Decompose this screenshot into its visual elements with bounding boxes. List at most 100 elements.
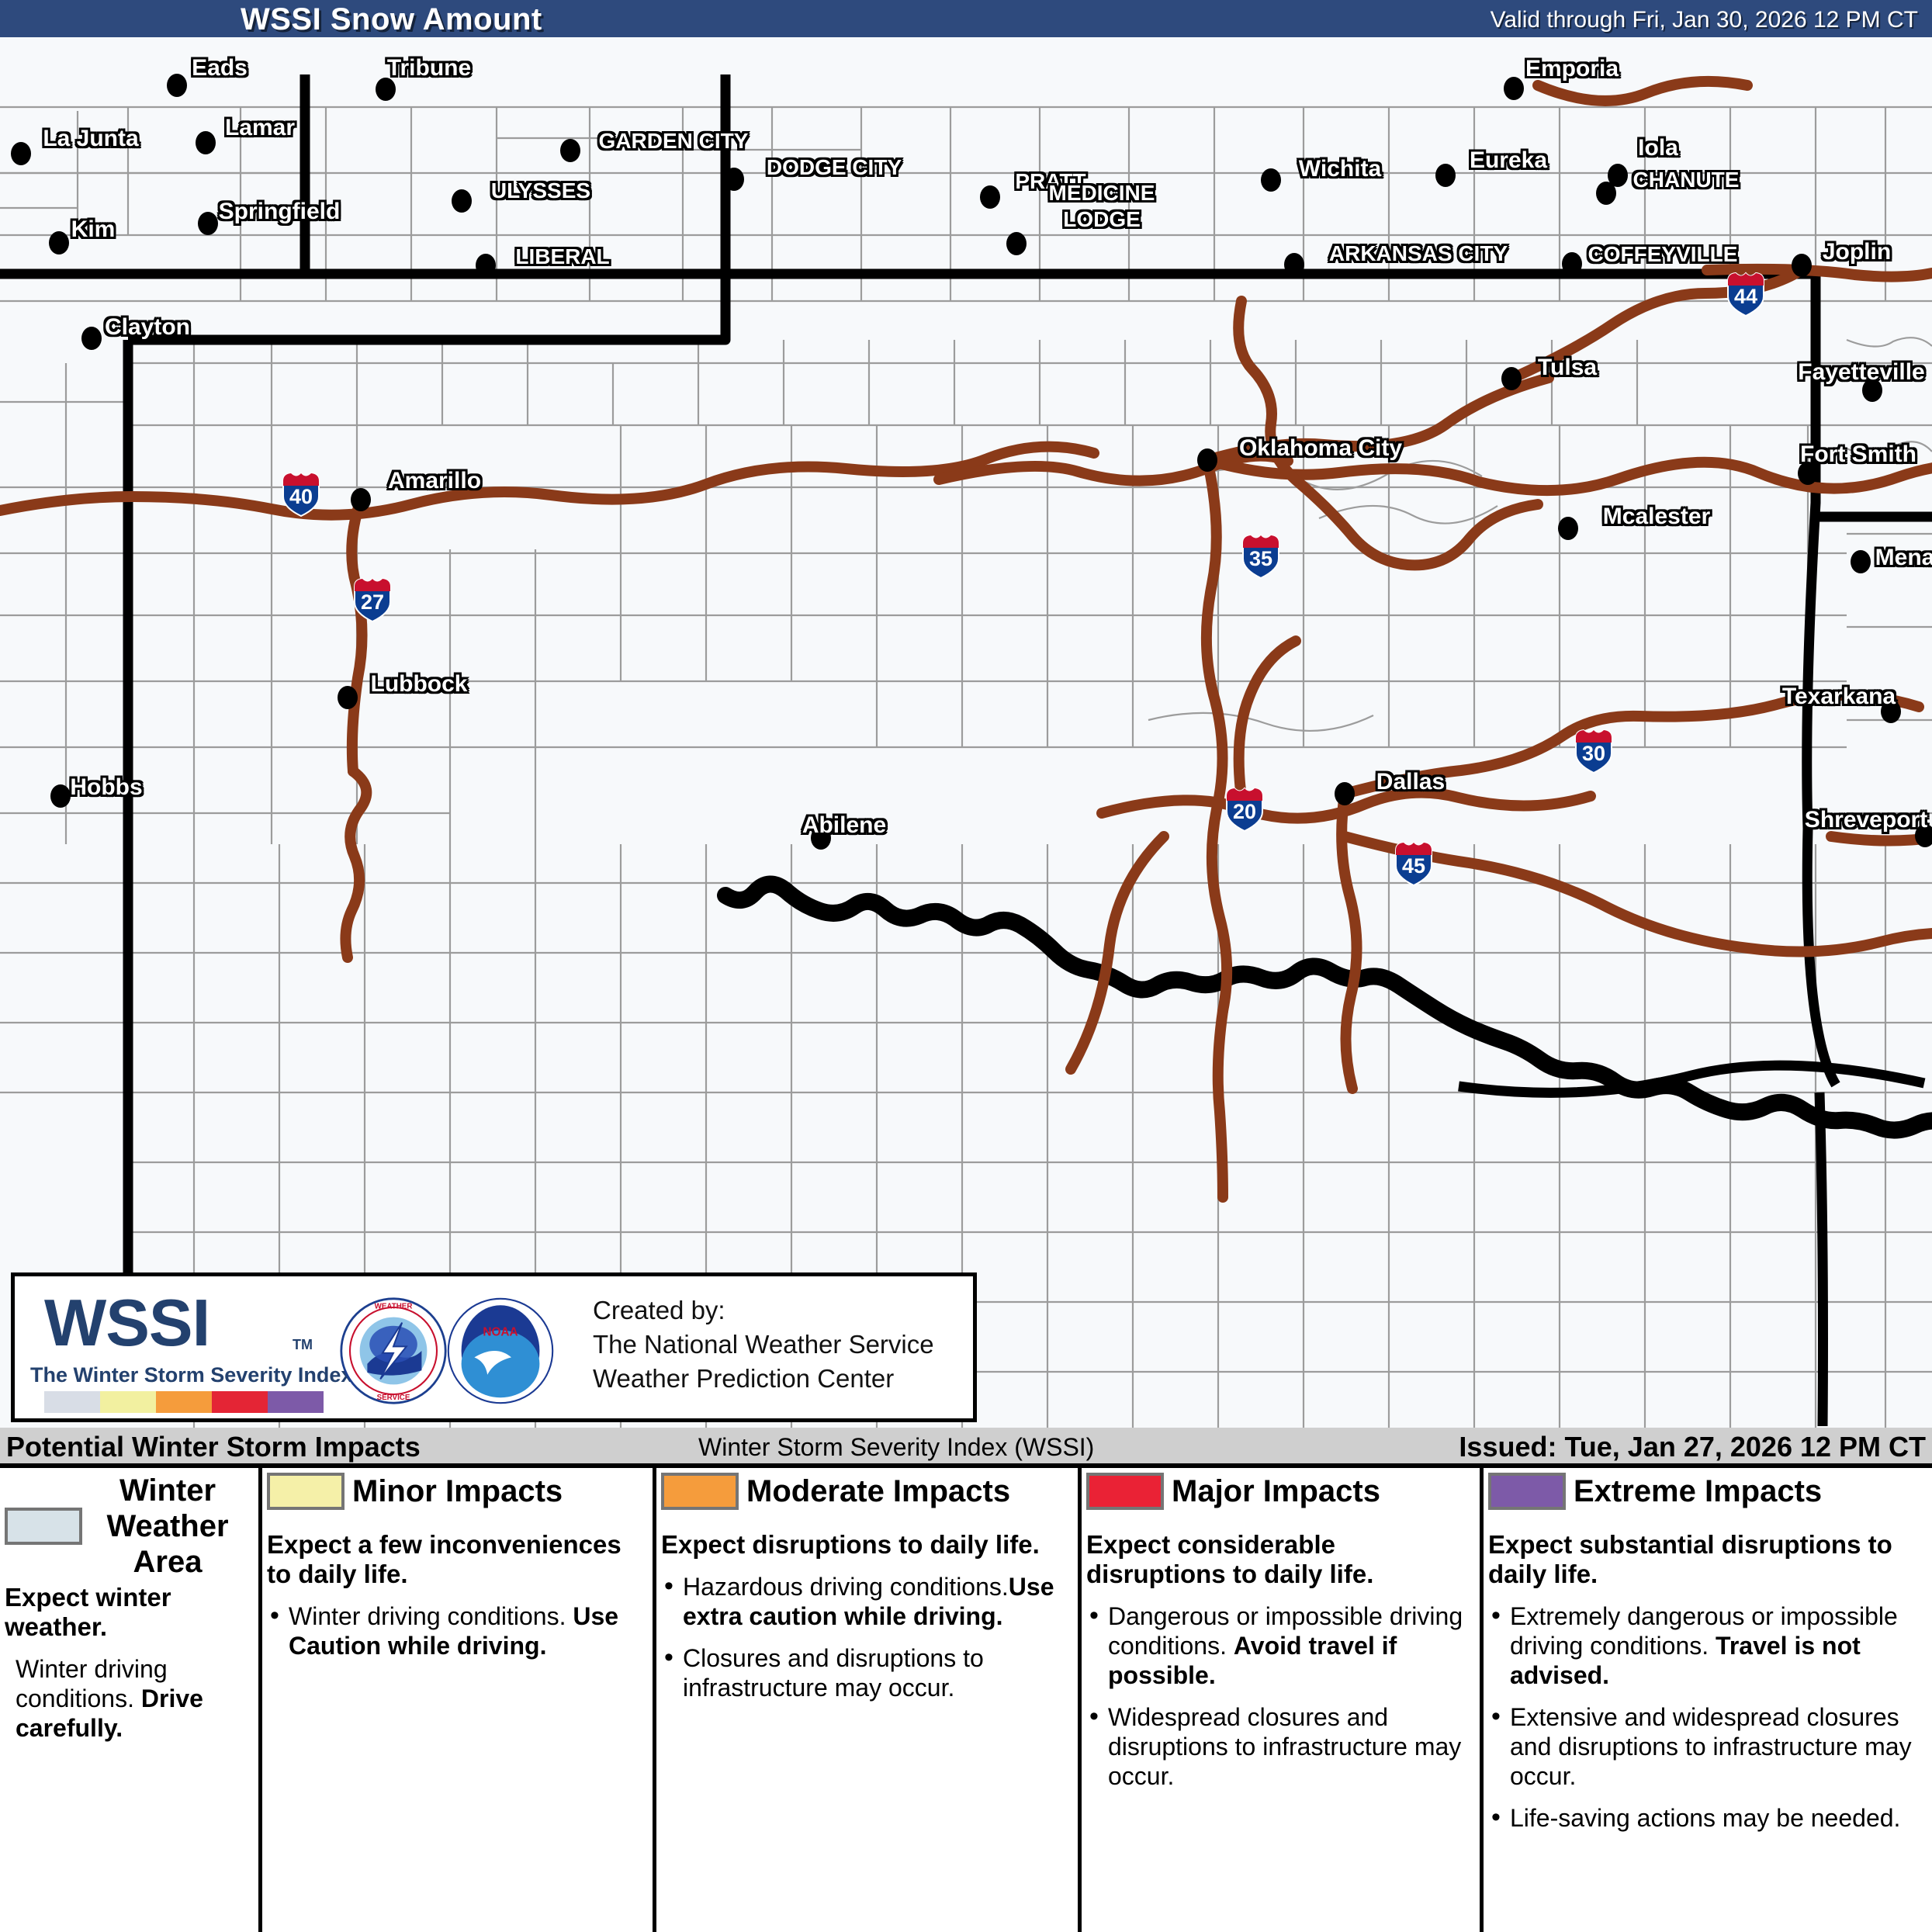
city-label-oklahoma-city: Oklahoma City xyxy=(1238,435,1403,461)
city-dot-arkansas-city xyxy=(1284,253,1304,276)
wssi-scale-swatch-4 xyxy=(268,1391,324,1413)
city-label-liberal: LIBERAL xyxy=(515,244,610,268)
legend-bullet-list: Winter driving conditions. Drive careful… xyxy=(5,1654,252,1743)
city-dot-lamar xyxy=(196,131,216,154)
city-dot-dallas xyxy=(1335,782,1355,805)
winter-weather-area-contour xyxy=(717,875,1932,1139)
interstate-number-label: 40 xyxy=(289,485,313,508)
svg-text:WEATHER: WEATHER xyxy=(375,1302,413,1311)
city-dot-springfield xyxy=(198,212,218,235)
legend-bullet: Widespread closures and disruptions to i… xyxy=(1086,1702,1473,1791)
wssi-scale-swatch-1 xyxy=(100,1391,156,1413)
created-by-org: The National Weather Service xyxy=(593,1330,934,1359)
city-label-medicine-lodge: MEDICINE LODGE xyxy=(1048,181,1155,231)
wssi-acronym: WSSI xyxy=(44,1286,210,1360)
city-dot-ulysses xyxy=(452,189,472,213)
city-label-garden-city: GARDEN CITY xyxy=(598,129,749,153)
city-dot-eureka xyxy=(1435,164,1456,187)
wssi-scale-swatch-2 xyxy=(156,1391,212,1413)
interstate-shield-44-icon: 44 xyxy=(1725,270,1767,317)
impact-legend: Winter Weather Area Expect winter weather… xyxy=(0,1468,1932,1932)
state-boundaries xyxy=(0,74,1932,1427)
city-label-abilene: Abilene xyxy=(802,812,887,838)
interstate-shield-35-icon: 35 xyxy=(1240,532,1282,580)
legend-tagline: Expect disruptions to daily life. xyxy=(661,1530,1040,1559)
legend-title: Moderate Impacts xyxy=(746,1474,1011,1508)
legend-title: Major Impacts xyxy=(1172,1474,1380,1508)
city-label-coffeyville: COFFEYVILLE xyxy=(1587,242,1738,266)
city-label-tulsa: Tulsa xyxy=(1537,355,1598,380)
city-dot-mcalester xyxy=(1558,517,1578,540)
city-dot-abilene xyxy=(811,826,831,850)
wssi-scale-swatch-3 xyxy=(212,1391,268,1413)
city-label-wichita: Wichita xyxy=(1298,156,1382,182)
city-label-mena: Mena xyxy=(1875,545,1932,570)
city-dot-shreveport xyxy=(1915,824,1932,847)
legend-header: Major Impacts xyxy=(1086,1473,1473,1527)
city-dot-kim xyxy=(49,231,69,254)
status-bar-title: Potential Winter Storm Impacts xyxy=(6,1431,421,1463)
legend-bullet-list: Extremely dangerous or impossible drivin… xyxy=(1488,1601,1926,1833)
interstate-shield-45-icon: 45 xyxy=(1393,840,1435,887)
legend-bullet-list: Hazardous driving conditions.Use extra c… xyxy=(661,1571,1072,1702)
city-dot-medicine-lodge xyxy=(1006,232,1027,255)
city-label-eads: Eads xyxy=(192,55,248,81)
created-by-block: Created by: The National Weather Service… xyxy=(593,1293,934,1396)
legend-column-minor-impacts: Minor Impacts Expect a few inconveniences… xyxy=(262,1468,656,1932)
legend-title: Winter Weather Area xyxy=(106,1473,229,1579)
legend-tagline: Expect considerable disruptions to daily… xyxy=(1086,1530,1374,1588)
page-title: WSSI Snow Amount xyxy=(241,2,542,36)
wssi-scale-swatch-0 xyxy=(44,1391,100,1413)
interstate-shield-30-icon: 30 xyxy=(1573,727,1615,774)
highways xyxy=(0,75,1932,1203)
city-dot-oklahoma-city xyxy=(1197,448,1217,472)
status-bar-subtitle: Winter Storm Severity Index (WSSI) xyxy=(698,1433,1095,1461)
city-dot-lubbock xyxy=(338,686,358,709)
legend-title: Extreme Impacts xyxy=(1574,1474,1823,1508)
city-dot-texarkana xyxy=(1881,700,1901,723)
city-dot-garden-city xyxy=(560,139,580,162)
svg-text:SERVICE: SERVICE xyxy=(377,1394,410,1402)
city-dot-joplin xyxy=(1792,254,1812,277)
legend-bullet: Winter driving conditions. Drive careful… xyxy=(16,1655,203,1742)
city-dot-tribune xyxy=(376,78,396,101)
legend-bullet: Closures and disruptions to infrastructu… xyxy=(661,1643,1072,1702)
page-header: WSSI Snow Amount Valid through Fri, Jan … xyxy=(0,0,1932,37)
city-label-ulysses: ULYSSES xyxy=(490,178,591,203)
legend-bullet: Dangerous or impossible driving conditio… xyxy=(1086,1601,1473,1690)
legend-bullet: Extremely dangerous or impossible drivin… xyxy=(1488,1601,1926,1690)
city-label-dallas: Dallas xyxy=(1376,769,1446,795)
city-dot-amarillo xyxy=(351,488,371,511)
city-dot-la-junta xyxy=(11,142,31,165)
interstate-shield-40-icon: 40 xyxy=(280,470,322,518)
city-label-texarkana: Texarkana xyxy=(1781,684,1896,709)
legend-bullet: Extensive and widespread closures and di… xyxy=(1488,1702,1926,1791)
city-label-lamar: Lamar xyxy=(224,115,296,140)
city-label-la-junta: La Junta xyxy=(43,126,139,151)
interstate-shield-27-icon: 27 xyxy=(351,576,393,623)
city-label-dodge-city: DODGE CITY xyxy=(766,155,902,179)
legend-color-swatch xyxy=(1488,1473,1566,1510)
city-label-lubbock: Lubbock xyxy=(370,671,468,697)
legend-tagline: Expect substantial disruptions to daily … xyxy=(1488,1530,1892,1588)
legend-bullet-list: Winter driving conditions. Use Caution w… xyxy=(267,1601,646,1660)
city-label-fort-smith: Fort Smith xyxy=(1800,441,1916,467)
city-dot-clayton xyxy=(81,327,102,350)
city-dot-eads xyxy=(167,74,187,97)
city-label-mcalester: Mcalester xyxy=(1602,504,1711,529)
city-dot-coffeyville xyxy=(1562,252,1582,275)
wssi-subtitle: The Winter Storm Severity Index xyxy=(30,1363,353,1387)
legend-color-swatch xyxy=(267,1473,345,1510)
city-dot-fayetteville xyxy=(1862,379,1882,402)
wssi-logo-panel: WSSI TM The Winter Storm Severity Index … xyxy=(11,1272,977,1422)
trademark-mark: TM xyxy=(293,1337,313,1352)
city-dot-pratt xyxy=(980,185,1000,209)
city-label-eureka: Eureka xyxy=(1469,147,1548,173)
legend-header: Moderate Impacts xyxy=(661,1473,1072,1527)
status-bar: Potential Winter Storm Impacts Winter St… xyxy=(0,1428,1932,1468)
created-by-label: Created by: xyxy=(593,1296,725,1324)
city-dot-liberal xyxy=(476,254,496,277)
weather-map[interactable]: Eads Tribune La Junta Lamar GARDEN CITY DODGE… xyxy=(0,37,1932,1428)
legend-header: Minor Impacts xyxy=(267,1473,646,1527)
legend-column-winter-weather-area: Winter Weather Area Expect winter weather… xyxy=(0,1468,262,1932)
